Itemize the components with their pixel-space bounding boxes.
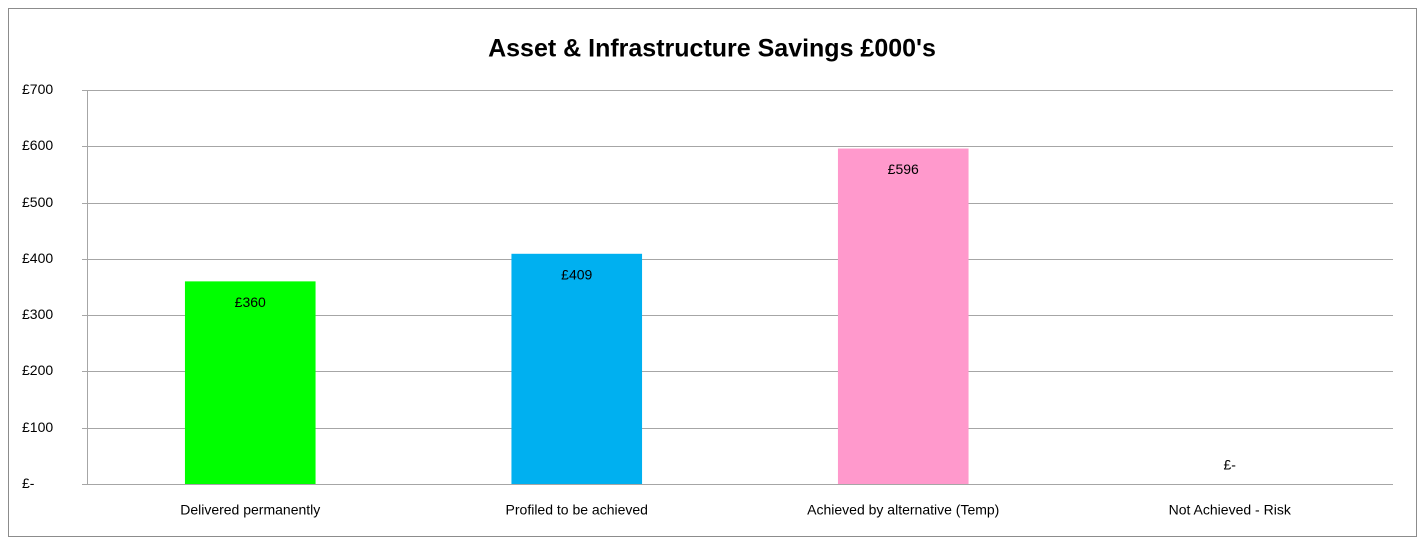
x-tick-label: Achieved by alternative (Temp): [807, 502, 999, 518]
x-tick-label: Profiled to be achieved: [506, 502, 648, 518]
y-tick-label: £400: [22, 250, 53, 266]
bar: [184, 281, 316, 484]
y-tick-label: £700: [22, 81, 53, 97]
data-label: £596: [888, 161, 919, 177]
y-tick-label: £100: [22, 419, 53, 435]
data-label: £409: [561, 266, 592, 282]
data-label: £-: [1224, 457, 1237, 473]
chart-title: Asset & Infrastructure Savings £000's: [488, 35, 936, 63]
bar: [511, 253, 643, 484]
bar: [837, 148, 969, 484]
y-tick-label: £500: [22, 194, 53, 210]
data-label: £360: [235, 294, 266, 310]
y-tick-label: £200: [22, 362, 53, 378]
x-tick-label: Not Achieved - Risk: [1169, 502, 1292, 518]
x-tick-label: Delivered permanently: [180, 502, 320, 518]
y-tick-label: £-: [22, 475, 35, 491]
y-tick-label: £600: [22, 137, 53, 153]
y-tick-label: £300: [22, 306, 53, 322]
